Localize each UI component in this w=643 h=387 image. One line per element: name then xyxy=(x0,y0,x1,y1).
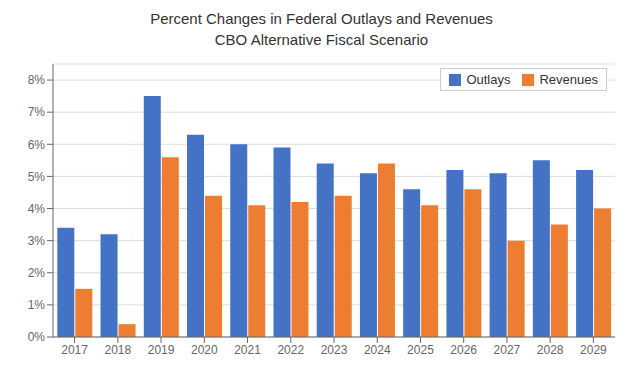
html-text:Percent Changes in Federal Out: Percent Changes in Federal Outlays and R… xyxy=(150,10,493,27)
svg-text:2023: 2023 xyxy=(321,343,348,357)
svg-text:2029: 2029 xyxy=(580,343,607,357)
html-text:Outlays: Outlays xyxy=(466,72,511,87)
svg-text:2018: 2018 xyxy=(104,343,131,357)
svg-text:8%: 8% xyxy=(28,73,46,87)
html-text:Revenues: Revenues xyxy=(539,72,598,87)
svg-text:2017: 2017 xyxy=(61,343,88,357)
svg-text:2027: 2027 xyxy=(494,343,521,357)
svg-text:2021: 2021 xyxy=(234,343,261,357)
svg-text:4%: 4% xyxy=(28,202,46,216)
svg-text:7%: 7% xyxy=(28,105,46,119)
svg-text:3%: 3% xyxy=(28,234,46,248)
svg-text:2%: 2% xyxy=(28,266,46,280)
svg-text:2019: 2019 xyxy=(148,343,175,357)
svg-text:6%: 6% xyxy=(28,138,46,152)
svg-text:2026: 2026 xyxy=(450,343,477,357)
svg-text:2028: 2028 xyxy=(537,343,564,357)
svg-text:1%: 1% xyxy=(28,298,46,312)
svg-text:5%: 5% xyxy=(28,170,46,184)
svg-text:2022: 2022 xyxy=(277,343,304,357)
svg-text:0%: 0% xyxy=(28,330,46,344)
svg-text:2025: 2025 xyxy=(407,343,434,357)
html-text:CBO Alternative Fiscal Scenari: CBO Alternative Fiscal Scenario xyxy=(214,31,429,48)
svg-text:2020: 2020 xyxy=(191,343,218,357)
svg-text:2024: 2024 xyxy=(364,343,391,357)
